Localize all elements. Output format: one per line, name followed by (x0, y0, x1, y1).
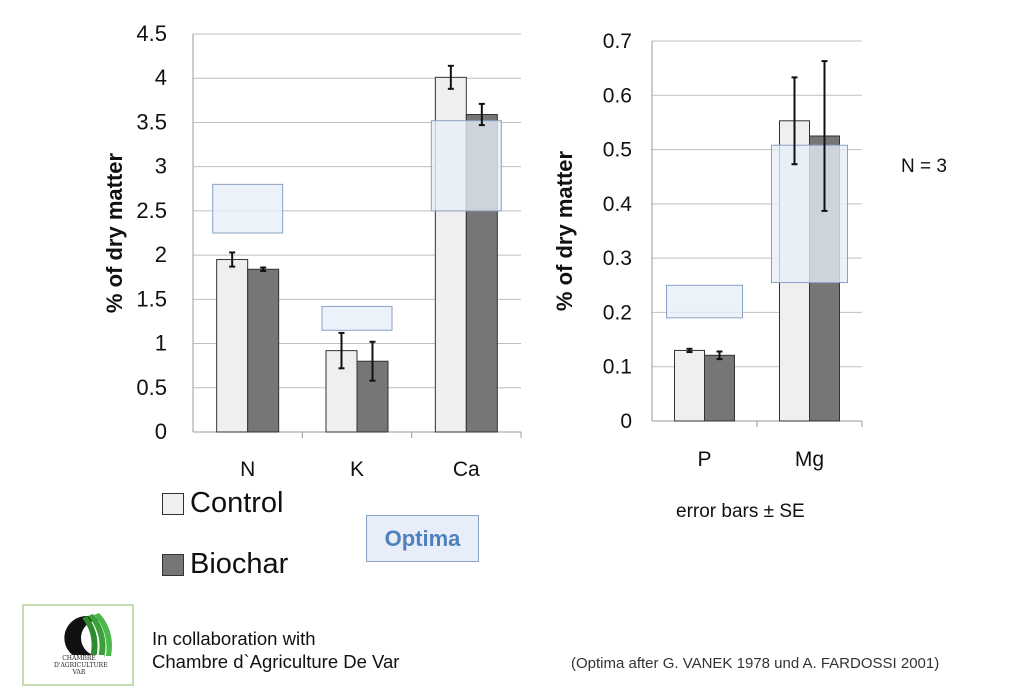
right-chart-optima-range (771, 144, 848, 284)
left-chart-bar-biochar (247, 268, 280, 433)
right-chart-bar-biochar (704, 354, 735, 422)
sample-size-note: N = 3 (901, 156, 947, 177)
collaboration-line-1: In collaboration with (152, 628, 316, 649)
right-chart-category-label: P (697, 448, 711, 471)
right-chart-y-tick-label: 0.1 (603, 356, 632, 379)
left-chart-category-label: Ca (453, 458, 480, 481)
left-chart-category-label: K (350, 458, 364, 481)
right-chart-y-tick-label: 0.7 (603, 30, 632, 53)
logo-text-line-3: VAR (72, 669, 86, 676)
collaboration-line-2: Chambre d`Agriculture De Var (152, 651, 400, 672)
left-chart-y-tick-label: 0.5 (136, 375, 167, 400)
right-chart-y-tick-label: 0.2 (603, 301, 632, 324)
left-chart-y-tick-label: 0 (155, 419, 167, 444)
legend-control-swatch (162, 492, 184, 515)
left-chart-y-tick-label: 3.5 (136, 109, 167, 134)
legend-biochar: Biochar (162, 548, 288, 581)
legend-biochar-swatch (162, 553, 184, 576)
left-chart-y-tick-label: 4.5 (136, 21, 167, 46)
right-chart-y-tick-label: 0.6 (603, 84, 632, 107)
left-chart-y-axis-label: % of dry matter (102, 152, 127, 313)
collaboration-note: In collaboration with Chambre d`Agricult… (152, 627, 399, 673)
right-chart-category-label: Mg (795, 448, 824, 471)
left-chart-y-tick-label: 3 (155, 154, 167, 179)
right-chart-y-tick-label: 0.4 (603, 193, 633, 216)
logo-emblem-icon (64, 613, 112, 660)
legend-control: Control (162, 487, 284, 520)
logo-text-line-1: CHAMBRE (62, 655, 96, 662)
right-chart-bar-control (674, 349, 705, 422)
right-chart-y-tick-label: 0.3 (603, 247, 632, 270)
left-chart-bar-control (216, 259, 249, 433)
right-chart-optima-range (666, 284, 743, 319)
right-chart-y-tick-label: 0.5 (603, 139, 632, 162)
left-chart-y-tick-label: 2.5 (136, 198, 167, 223)
logo-text-line-2: D'AGRICULTURE (54, 662, 108, 669)
left-chart-optima-range (321, 305, 393, 331)
logo-text: CHAMBRE D'AGRICULTURE VAR (54, 655, 108, 676)
right-chart-y-axis-label: % of dry matter (552, 150, 577, 311)
right-chart-y-tick-label: 0 (620, 410, 632, 433)
error-bars-note: error bars ± SE (676, 501, 805, 522)
legend-optima: Optima (366, 515, 479, 562)
left-chart-optima-range (430, 120, 502, 212)
left-chart-y-tick-label: 1 (155, 331, 167, 356)
left-chart-category-label: N (240, 458, 255, 481)
legend-control-label: Control (190, 487, 284, 519)
left-chart-optima-range (212, 183, 284, 234)
left-chart-y-tick-label: 2 (155, 242, 167, 267)
legend-biochar-label: Biochar (190, 548, 289, 580)
chambre-agriculture-logo: CHAMBRE D'AGRICULTURE VAR (22, 604, 134, 686)
left-chart-y-tick-label: 4 (155, 65, 167, 90)
left-chart-y-tick-label: 1.5 (136, 286, 167, 311)
source-note: (Optima after G. VANEK 1978 und A. FARDO… (571, 655, 940, 672)
